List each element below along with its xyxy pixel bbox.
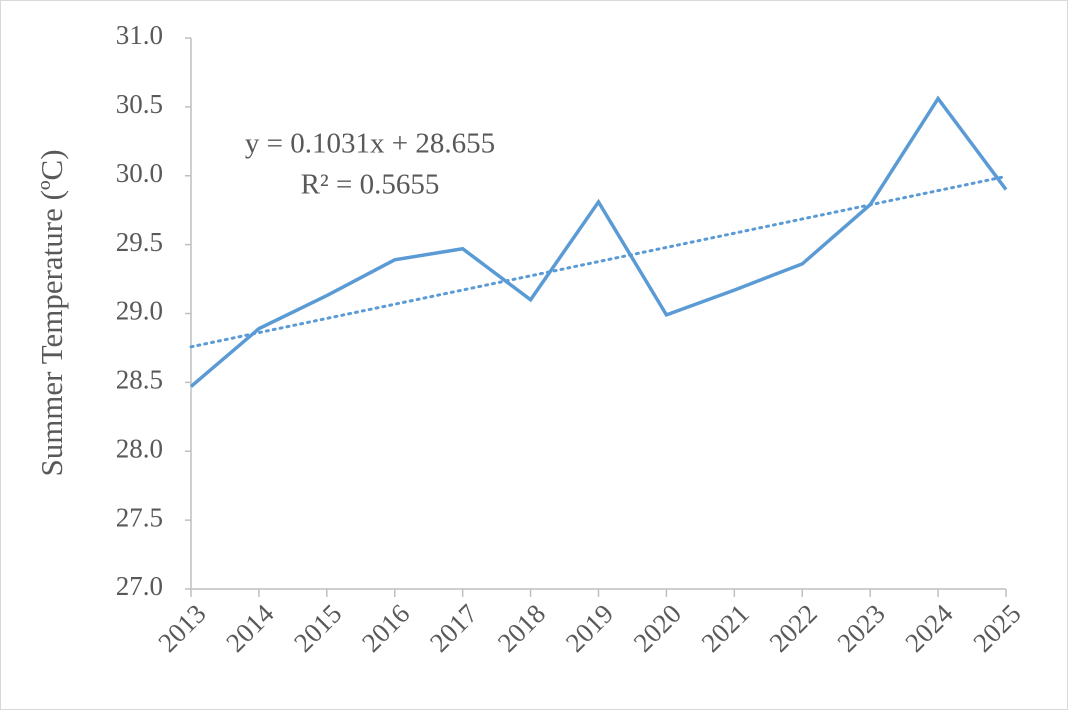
y-axis-title: Summer Temperature (ºC) <box>34 149 69 476</box>
y-tick-label: 27.5 <box>116 502 163 532</box>
y-tick-label: 28.0 <box>116 433 163 463</box>
y-tick-label: 30.0 <box>116 158 163 188</box>
y-tick-label: 31.0 <box>116 20 163 50</box>
y-tick-label: 28.5 <box>116 365 163 395</box>
y-tick-label: 27.0 <box>116 571 163 601</box>
y-tick-label: 30.5 <box>116 89 163 119</box>
data-line <box>189 95 1008 388</box>
y-tick-label: 29.0 <box>116 296 163 326</box>
y-tick-label: 29.5 <box>116 227 163 257</box>
trend-equation: y = 0.1031x + 28.655 <box>245 128 495 160</box>
trend-r-squared: R² = 0.5655 <box>301 169 440 201</box>
